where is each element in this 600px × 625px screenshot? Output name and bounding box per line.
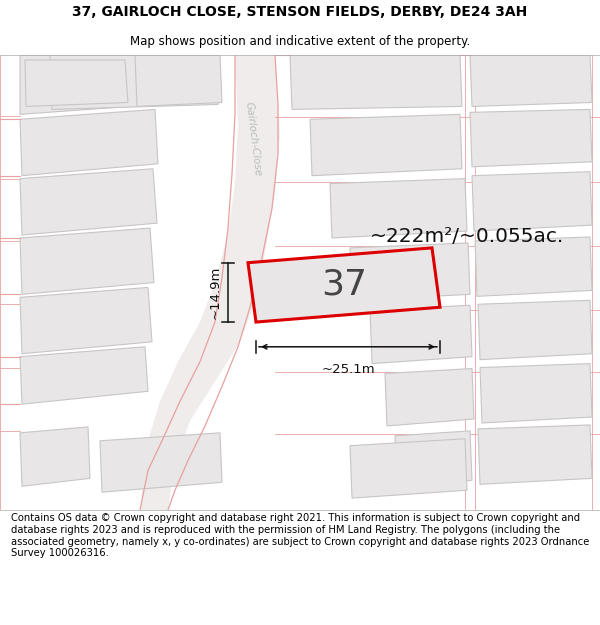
Polygon shape <box>248 248 440 322</box>
Text: ~222m²/~0.055ac.: ~222m²/~0.055ac. <box>370 226 564 246</box>
Polygon shape <box>20 347 148 404</box>
Polygon shape <box>385 369 474 426</box>
Polygon shape <box>20 55 130 114</box>
Polygon shape <box>20 288 152 354</box>
Text: 37, GAIRLOCH CLOSE, STENSON FIELDS, DERBY, DE24 3AH: 37, GAIRLOCH CLOSE, STENSON FIELDS, DERB… <box>73 5 527 19</box>
Polygon shape <box>25 60 128 106</box>
Polygon shape <box>470 55 592 106</box>
Polygon shape <box>310 114 462 176</box>
Polygon shape <box>140 55 280 510</box>
Polygon shape <box>370 305 472 364</box>
Text: Gairloch-Close: Gairloch-Close <box>244 101 263 177</box>
Text: 37: 37 <box>321 268 367 302</box>
Polygon shape <box>480 364 592 423</box>
Polygon shape <box>20 228 154 294</box>
Polygon shape <box>478 300 592 359</box>
Polygon shape <box>20 427 90 486</box>
Polygon shape <box>350 439 467 498</box>
Polygon shape <box>350 243 470 300</box>
Text: ~14.9m: ~14.9m <box>209 266 222 319</box>
Polygon shape <box>20 109 158 176</box>
Polygon shape <box>478 425 592 484</box>
Polygon shape <box>395 431 472 488</box>
Polygon shape <box>475 237 592 296</box>
Polygon shape <box>100 433 222 492</box>
Polygon shape <box>20 169 157 235</box>
Text: Map shows position and indicative extent of the property.: Map shows position and indicative extent… <box>130 35 470 48</box>
Polygon shape <box>330 179 467 238</box>
Polygon shape <box>470 109 592 167</box>
Text: ~25.1m: ~25.1m <box>321 362 375 376</box>
Polygon shape <box>290 55 462 109</box>
Text: Contains OS data © Crown copyright and database right 2021. This information is : Contains OS data © Crown copyright and d… <box>11 514 589 558</box>
Polygon shape <box>472 172 592 231</box>
Polygon shape <box>135 55 222 106</box>
Polygon shape <box>50 55 218 109</box>
